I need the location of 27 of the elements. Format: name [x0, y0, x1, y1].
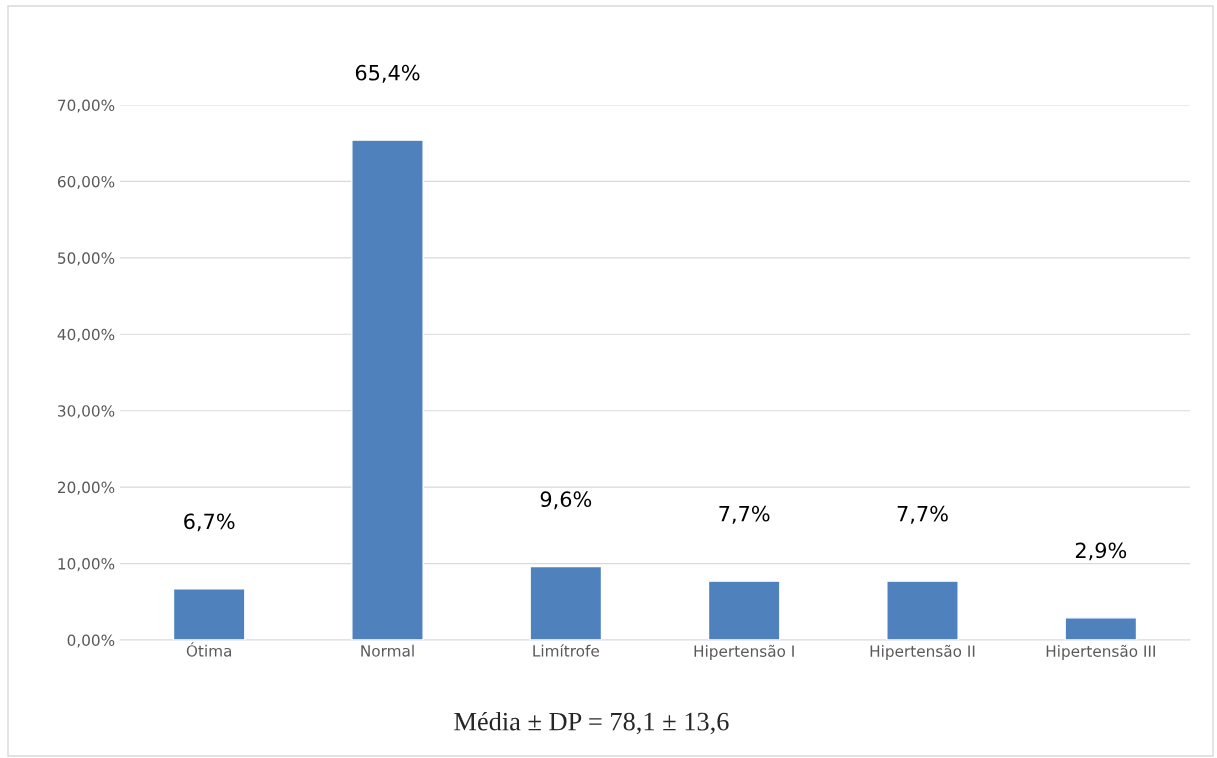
data-label: 7,7%: [897, 505, 948, 524]
data-label: 6,7%: [184, 513, 235, 532]
x-tick-label: Hipertensão III: [1046, 644, 1155, 660]
data-label: 9,6%: [540, 491, 592, 510]
bar: [1064, 617, 1138, 640]
data-label: 7,7%: [719, 505, 770, 524]
y-tick-label: 30,00%: [58, 405, 115, 419]
y-tick-label: 20,00%: [58, 481, 115, 495]
y-tick-label: 10,00%: [58, 558, 115, 572]
y-tick-label: 60,00%: [57, 175, 115, 190]
bar: [529, 565, 603, 640]
y-tick-label: 40,00%: [57, 328, 115, 342]
text: Média ± DP = 78,1 ± 13,6: [454, 711, 729, 735]
bar: [351, 139, 424, 640]
data-label: 2,9%: [1075, 542, 1127, 561]
y-tick-label: 0,00%: [67, 634, 115, 648]
x-tick-label: Hipertensão I: [694, 644, 794, 660]
y-tick-label: 70,00%: [58, 99, 115, 113]
x-tick-label: Normal: [361, 644, 414, 657]
x-tick-label: Ótima: [186, 642, 232, 657]
data-label: 65,4%: [355, 64, 420, 83]
x-tick-label: Limítrofe: [533, 644, 599, 657]
bar: [172, 588, 246, 640]
x-tick-label: Hipertensão II: [870, 644, 975, 660]
bar: [886, 580, 959, 640]
bar: [707, 580, 781, 640]
y-tick-label: 50,00%: [58, 252, 115, 266]
